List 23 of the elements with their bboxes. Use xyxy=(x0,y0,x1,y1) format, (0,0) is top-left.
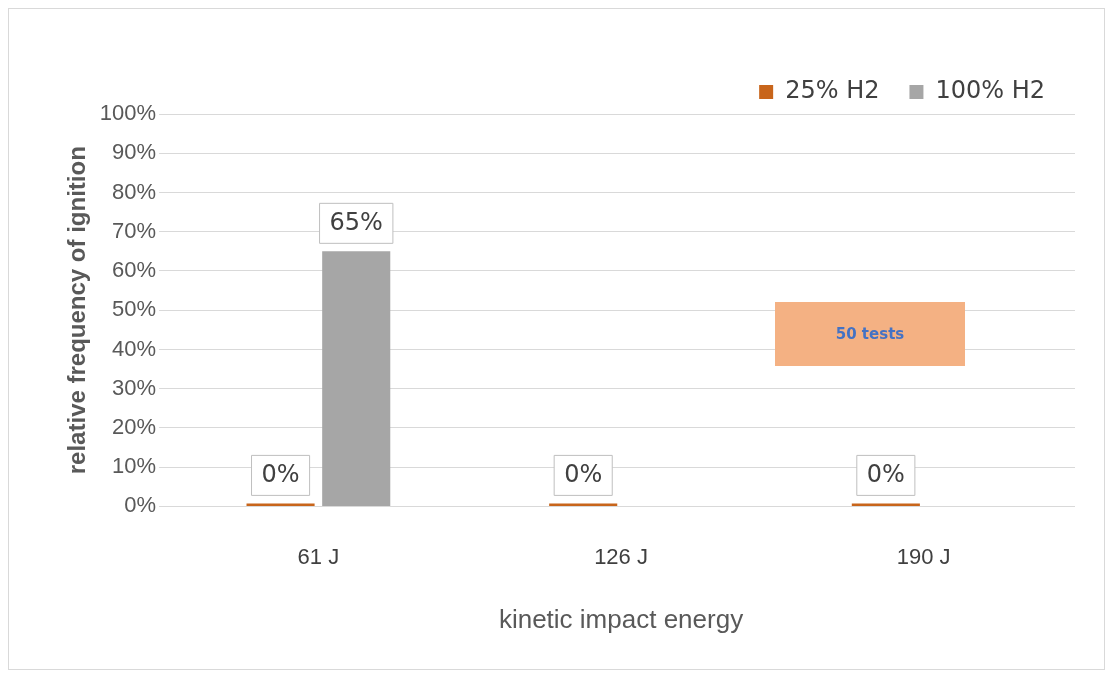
y-tick-label: 90% xyxy=(112,139,157,165)
legend-label: 100% H2 xyxy=(935,76,1045,105)
x-tick-label: 190 J xyxy=(896,543,951,569)
y-tick-label: 20% xyxy=(112,413,157,439)
data-label: 0% xyxy=(866,459,905,488)
y-tick-label: 0% xyxy=(124,492,157,518)
data-label: 0% xyxy=(564,459,603,488)
data-label: 0% xyxy=(261,459,300,488)
y-tick-label: 10% xyxy=(112,453,157,479)
note-box: 50 tests xyxy=(775,302,965,367)
data-label: 65% xyxy=(329,207,383,236)
y-axis-title: relative frequency of ignition xyxy=(63,146,91,475)
y-tick-label: 30% xyxy=(112,374,157,400)
x-axis-title: kinetic impact energy xyxy=(498,603,744,634)
x-tick-label: 126 J xyxy=(594,543,648,569)
y-tick-label: 100% xyxy=(99,100,157,126)
y-tick-label: 60% xyxy=(112,257,157,283)
y-tick-label: 40% xyxy=(112,335,157,361)
y-tick-label: 80% xyxy=(112,178,157,204)
y-tick-label: 50% xyxy=(112,296,157,322)
y-tick-label: 70% xyxy=(112,217,157,243)
x-tick-label: 61 J xyxy=(297,543,340,569)
legend-label: 25% H2 xyxy=(785,76,880,105)
